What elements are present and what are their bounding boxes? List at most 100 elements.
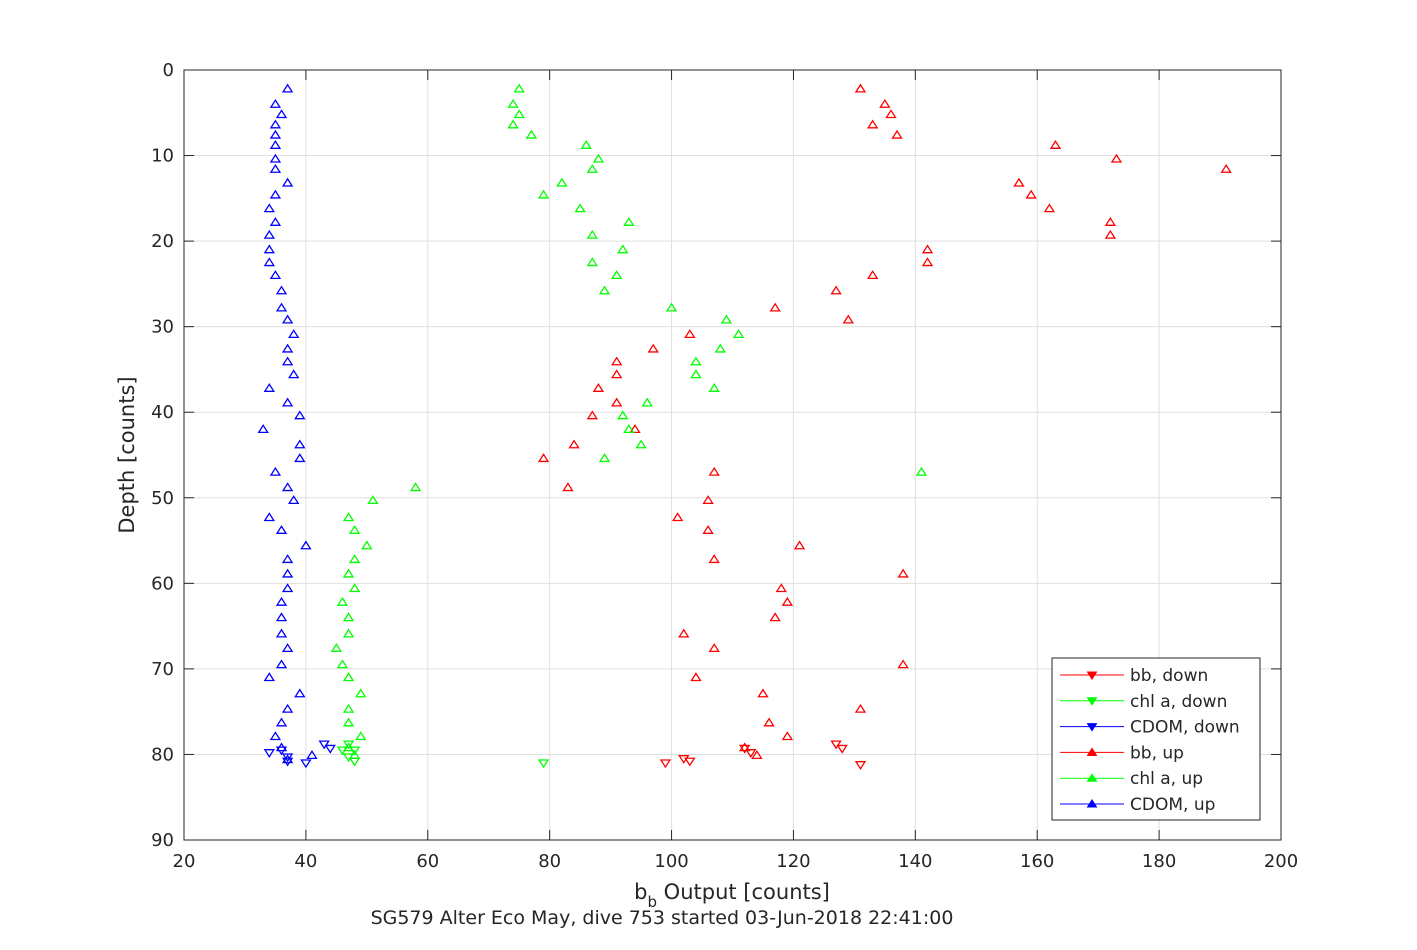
data-point [281,397,294,407]
data-point [537,453,550,463]
legend-entry: chl a, down [1060,692,1227,712]
data-point [580,140,592,149]
data-point [708,466,720,476]
data-point [269,98,282,108]
data-point [355,731,367,741]
data-point [568,439,580,449]
y-tick-label: 10 [151,146,174,167]
data-point [1043,203,1056,213]
data-point [921,257,934,267]
data-point [617,244,629,254]
x-tick-label: 100 [654,851,688,872]
data-point [739,742,751,752]
data-point [836,744,848,754]
y-tick-label: 20 [151,231,174,252]
data-point [537,189,550,199]
data-point [288,495,300,505]
data-point [342,612,355,622]
data-point [269,129,282,139]
data-point [684,329,696,339]
data-point [586,229,599,239]
data-point [1049,140,1062,149]
data-point [294,410,306,420]
legend-entry: bb, down [1060,666,1208,686]
data-point [288,369,300,379]
data-point [300,759,312,769]
data-point [574,203,586,213]
data-point [915,466,928,476]
data-point [562,482,574,492]
data-point [763,717,775,727]
data-point [732,329,745,339]
legend-label: bb, up [1130,743,1184,763]
data-point [336,596,349,606]
data-point [611,397,623,407]
data-point [318,740,330,750]
data-point [269,163,282,173]
data-point [885,109,897,119]
data-point [525,129,538,139]
legend-entry: CDOM, up [1060,795,1215,815]
data-point [263,229,276,239]
data-point [275,285,288,295]
y-tick-label: 40 [151,402,174,423]
x-tick-label: 200 [1264,851,1298,872]
data-point [275,659,288,669]
data-point [592,153,605,163]
data-point [745,749,757,758]
data-point [781,596,794,606]
legend-marker [1086,671,1098,680]
data-point [793,540,806,550]
data-point [281,703,294,713]
data-point [586,257,599,267]
data-point [1104,217,1117,226]
y-axis-label: Depth [counts] [115,376,139,533]
data-point [275,302,288,312]
data-point [275,596,288,606]
data-point [702,525,714,534]
data-point [769,302,781,312]
data-point [556,177,568,187]
data-point [342,740,355,750]
data-markers [257,83,1232,770]
data-point [757,688,769,698]
data-point [275,525,288,534]
series-cdom-up [257,83,318,764]
data-point [659,759,672,769]
data-point [348,750,361,759]
y-tick-label: 50 [151,488,174,509]
data-point [842,314,854,324]
data-point [623,424,635,434]
data-point [275,717,288,727]
legend-entry: CDOM, down [1060,718,1240,738]
data-point [854,83,867,93]
data-point [281,757,294,767]
data-point [866,119,879,129]
data-point [330,643,343,653]
data-point [294,453,306,463]
legend-marker [1086,723,1098,732]
x-tick-label: 60 [416,851,439,872]
data-point [263,383,276,392]
data-point [348,583,361,593]
data-point [355,688,367,698]
data-point [269,153,282,163]
plot-area [183,69,1282,841]
data-point [1025,189,1037,199]
data-point [647,343,659,353]
data-point [879,98,891,108]
data-point [635,439,647,449]
x-tick-label: 40 [294,851,317,872]
data-point [281,314,294,324]
data-point [324,744,336,754]
data-point [708,383,720,392]
data-point [598,453,611,463]
data-point [854,761,867,770]
data-point [281,356,294,366]
data-point [1013,177,1025,187]
data-point [281,343,294,353]
data-point [294,688,306,698]
data-point [275,742,288,752]
legend-label: CDOM, down [1130,718,1240,738]
